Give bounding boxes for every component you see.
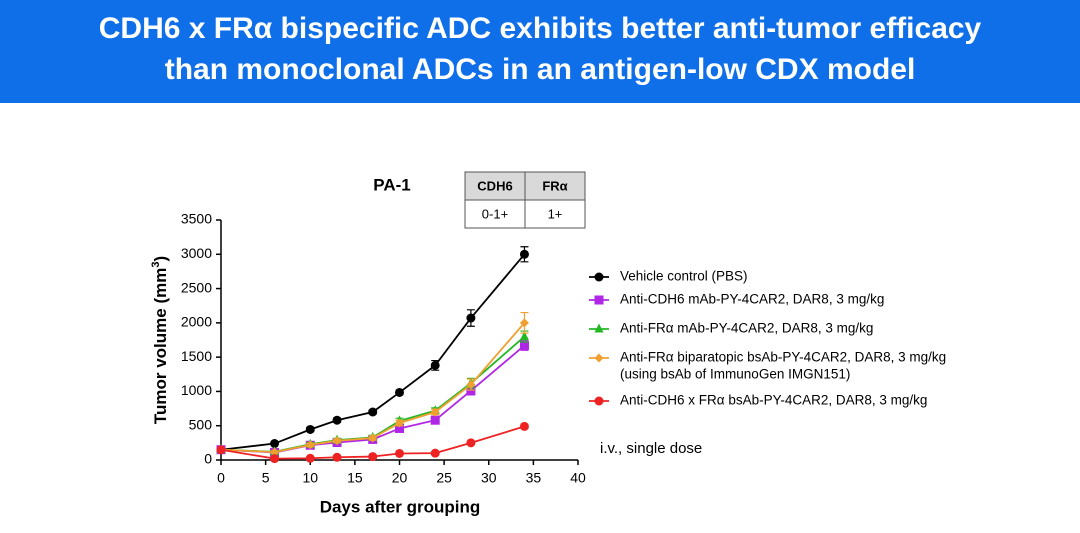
legend-label: Anti-CDH6 x FRα bsAb-PY-4CAR2, DAR8, 3 m… (620, 393, 927, 408)
header-title: than monoclonal ADCs in an antigen-low C… (165, 53, 916, 86)
data-point (430, 448, 440, 458)
data-point (519, 331, 529, 341)
data-point (368, 452, 378, 462)
data-point (466, 380, 476, 390)
x-tick-label: 30 (481, 470, 497, 486)
y-tick-label: 0 (204, 451, 212, 467)
data-point (270, 447, 280, 457)
data-point (466, 386, 476, 396)
header-band (0, 0, 1080, 103)
x-tick-label: 25 (436, 470, 452, 486)
y-tick-label: 3000 (181, 245, 212, 261)
y-tick-label: 500 (189, 416, 213, 432)
y-axis-label: Tumor volume (mm3) (150, 256, 171, 424)
table-header: CDH6 (477, 178, 512, 193)
series-line (220, 253, 526, 451)
annotation: i.v., single dose (600, 440, 702, 457)
header-title: CDH6 x FRα bispecific ADC exhibits bette… (99, 12, 982, 45)
x-tick-label: 5 (262, 470, 270, 486)
legend-marker (594, 295, 604, 305)
legend-label: Anti-FRα biparatopic bsAb-PY-4CAR2, DAR8… (620, 350, 946, 365)
legend-marker (594, 272, 604, 282)
data-point (332, 436, 342, 446)
data-point (519, 249, 529, 259)
legend-marker (594, 396, 604, 406)
data-point (332, 452, 342, 462)
data-point (519, 340, 529, 350)
y-tick-label: 2000 (181, 314, 212, 330)
table-cell: 1+ (548, 206, 563, 221)
legend-marker (594, 353, 604, 363)
legend-label: Anti-FRα mAb-PY-4CAR2, DAR8, 3 mg/kg (620, 321, 873, 336)
x-tick-label: 0 (217, 470, 225, 486)
expression-table: CDH6 FRα 0-1+ 1+ (464, 171, 586, 229)
data-point (430, 415, 440, 425)
data-point (270, 439, 280, 449)
data-point (216, 445, 226, 455)
data-point (305, 440, 315, 450)
legend-note: (using bsAb of ImmunoGen IMGN151) (620, 367, 850, 382)
table-cell: 0-1+ (482, 206, 508, 221)
data-point (305, 453, 315, 463)
y-axis-label-close: ) (151, 256, 170, 262)
data-point (430, 360, 440, 370)
table-header: FRα (542, 178, 567, 193)
y-tick-label: 3500 (181, 211, 212, 227)
data-point (368, 407, 378, 417)
y-tick-label: 1500 (181, 348, 212, 364)
x-tick-label: 15 (347, 470, 363, 486)
legend-label: Vehicle control (PBS) (620, 269, 748, 284)
y-tick-label: 2500 (181, 279, 212, 295)
data-point (270, 454, 280, 464)
y-axis-label-text: Tumor volume (mm (151, 268, 170, 424)
data-point (430, 407, 440, 417)
y-tick-label: 1000 (181, 382, 212, 398)
data-point (519, 421, 529, 431)
legend-marker (594, 323, 604, 333)
data-point (395, 448, 404, 458)
data-point (466, 438, 476, 448)
data-point (395, 418, 404, 428)
data-point (332, 415, 342, 425)
x-tick-label: 20 (392, 470, 408, 486)
x-tick-label: 10 (302, 470, 318, 486)
data-point (519, 318, 529, 328)
x-tick-label: 35 (526, 470, 542, 486)
data-point (395, 387, 404, 397)
chart-title: PA-1 (373, 175, 410, 194)
y-axis-label-sup: 3 (150, 262, 162, 268)
data-point (466, 313, 476, 323)
data-point (305, 424, 315, 434)
data-point (368, 433, 378, 443)
data-point (395, 423, 404, 433)
legend-label: Anti-CDH6 mAb-PY-4CAR2, DAR8, 3 mg/kg (620, 292, 884, 307)
x-tick-label: 40 (570, 470, 586, 486)
x-axis-label: Days after grouping (320, 497, 481, 516)
